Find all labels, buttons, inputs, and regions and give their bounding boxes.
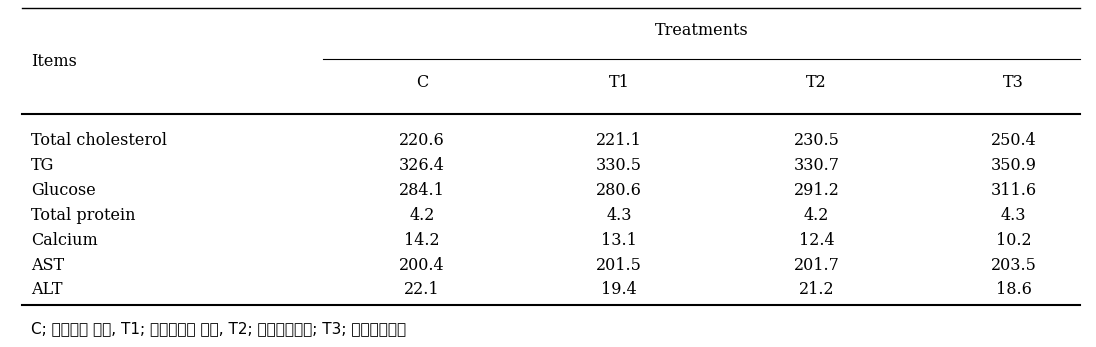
Text: T3: T3 — [1003, 74, 1025, 91]
Text: Total cholesterol: Total cholesterol — [31, 132, 167, 149]
Text: ALT: ALT — [31, 281, 62, 298]
Text: 230.5: 230.5 — [794, 132, 840, 149]
Text: 330.5: 330.5 — [596, 157, 642, 174]
Text: Glucose: Glucose — [31, 182, 95, 199]
Text: Total protein: Total protein — [31, 207, 135, 224]
Text: 21.2: 21.2 — [799, 281, 834, 298]
Text: TG: TG — [31, 157, 54, 174]
Text: 4.2: 4.2 — [803, 207, 830, 224]
Text: 4.3: 4.3 — [606, 207, 632, 224]
Text: 330.7: 330.7 — [794, 157, 840, 174]
Text: 326.4: 326.4 — [399, 157, 445, 174]
Text: 280.6: 280.6 — [596, 182, 642, 199]
Text: 4.3: 4.3 — [1001, 207, 1027, 224]
Text: 12.4: 12.4 — [799, 232, 834, 249]
Text: 200.4: 200.4 — [399, 257, 445, 274]
Text: 201.7: 201.7 — [794, 257, 840, 274]
Text: 250.4: 250.4 — [991, 132, 1037, 149]
Text: 291.2: 291.2 — [794, 182, 840, 199]
Text: 284.1: 284.1 — [399, 182, 445, 199]
Text: 18.6: 18.6 — [996, 281, 1031, 298]
Text: 4.2: 4.2 — [409, 207, 435, 224]
Text: 311.6: 311.6 — [991, 182, 1037, 199]
Text: 22.1: 22.1 — [404, 281, 439, 298]
Text: C: C — [415, 74, 429, 91]
Text: C; 산란후기 사료, T1; 산란육성기 사료, T2; 육계초기사료; T3; 육계후기사료: C; 산란후기 사료, T1; 산란육성기 사료, T2; 육계초기사료; T3… — [31, 322, 406, 337]
Text: T1: T1 — [608, 74, 630, 91]
Text: 13.1: 13.1 — [602, 232, 637, 249]
Text: 350.9: 350.9 — [991, 157, 1037, 174]
Text: 14.2: 14.2 — [404, 232, 439, 249]
Text: AST: AST — [31, 257, 64, 274]
Text: 220.6: 220.6 — [399, 132, 445, 149]
Text: T2: T2 — [807, 74, 826, 91]
Text: 19.4: 19.4 — [602, 281, 637, 298]
Text: Calcium: Calcium — [31, 232, 98, 249]
Text: Items: Items — [31, 52, 77, 69]
Text: 221.1: 221.1 — [596, 132, 642, 149]
Text: Treatments: Treatments — [654, 22, 749, 39]
Text: 10.2: 10.2 — [996, 232, 1031, 249]
Text: 201.5: 201.5 — [596, 257, 642, 274]
Text: 203.5: 203.5 — [991, 257, 1037, 274]
